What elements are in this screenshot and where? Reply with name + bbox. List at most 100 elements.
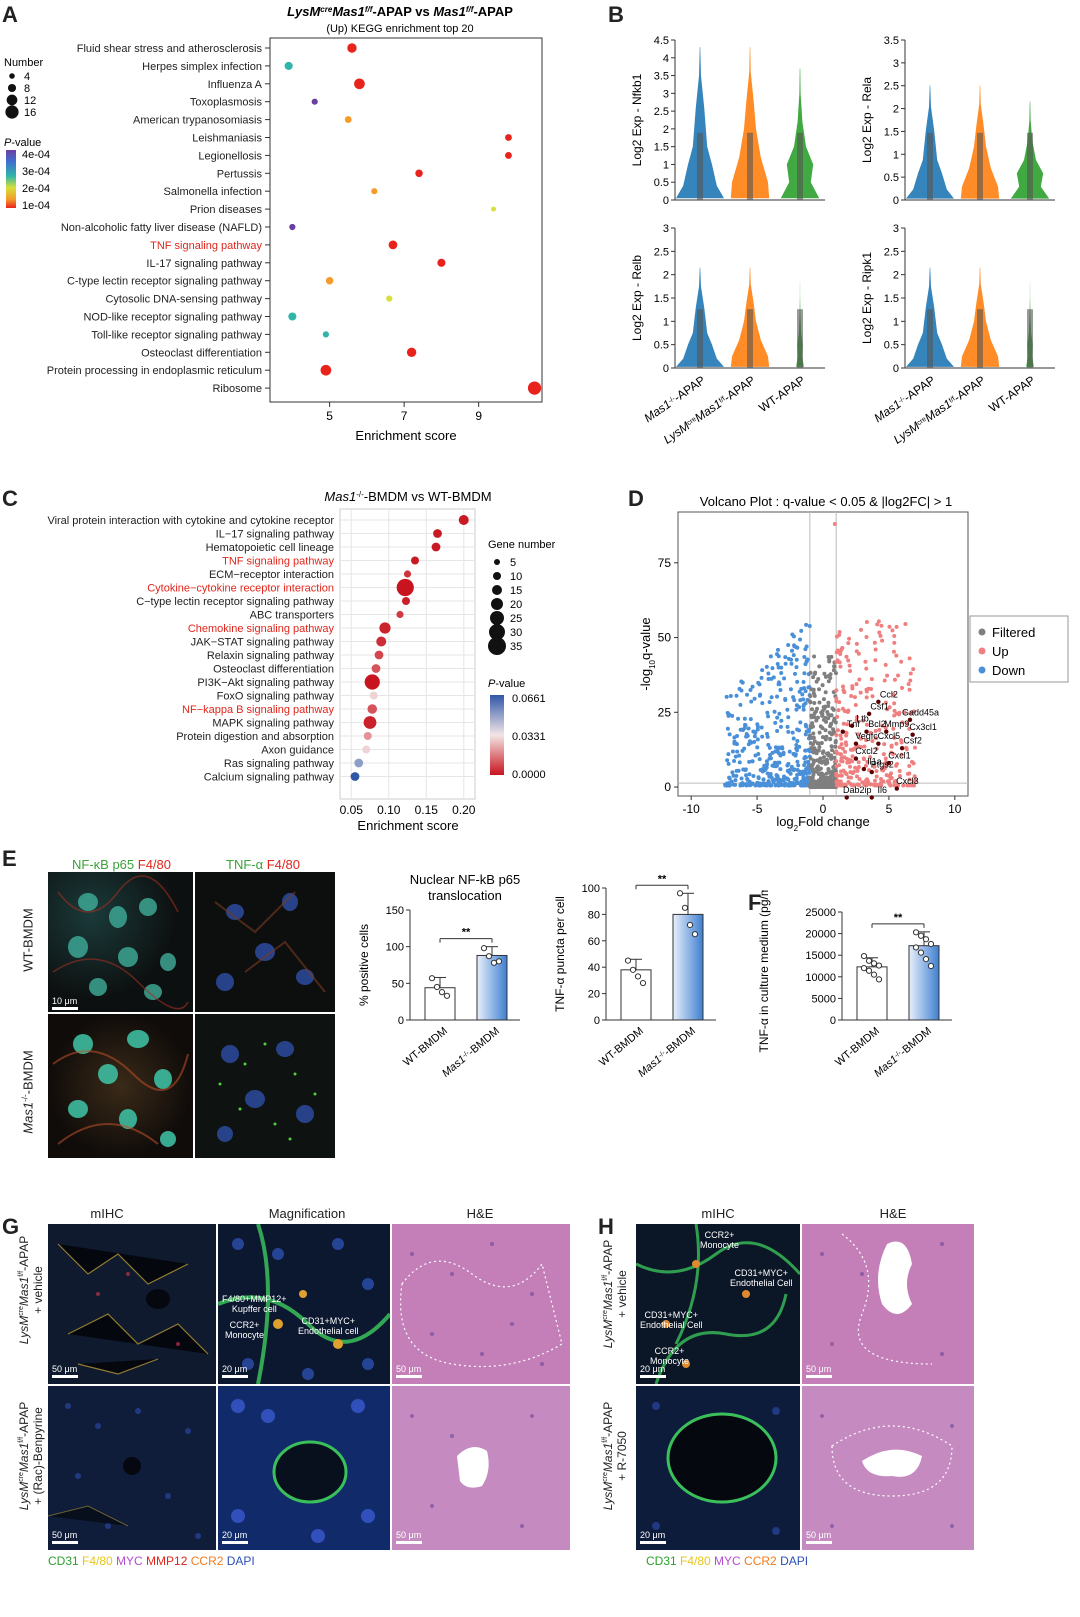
bar-category-label: Mas1-/--BMDM xyxy=(872,1025,934,1080)
volcano-legend-dot xyxy=(978,666,986,674)
volcano-point-up xyxy=(850,754,855,759)
volcano-point-filtered xyxy=(817,687,822,692)
h-scale-4: 50 μm xyxy=(806,1530,832,1544)
volcano-labeled-point xyxy=(884,729,889,734)
volcano-point-down xyxy=(755,724,760,729)
volcano-point-down xyxy=(795,759,800,764)
volcano-point-down xyxy=(786,643,791,648)
bmdm-legend-size-dot xyxy=(489,624,505,640)
volcano-point-up xyxy=(877,727,882,732)
volcano-point-up xyxy=(874,736,879,741)
violin-group-label: LysMcreMas1f/f-APAP xyxy=(661,373,758,447)
bar-dot xyxy=(681,904,689,911)
bmdm-point xyxy=(371,664,381,673)
volcano-point-up xyxy=(907,656,912,661)
volcano-point-down xyxy=(769,783,774,788)
volcano-point-down xyxy=(798,720,803,725)
volcano-point-filtered xyxy=(826,768,831,773)
kegg-category-label: Prion diseases xyxy=(190,204,263,216)
volcano-point-filtered xyxy=(821,717,826,722)
volcano-point-down xyxy=(793,671,798,676)
volcano-point-filtered xyxy=(812,654,817,659)
volcano-point-down xyxy=(752,734,757,739)
volcano-point-up xyxy=(857,777,862,782)
volcano-point-up xyxy=(903,621,908,626)
volcano-point-down xyxy=(750,781,755,786)
bar-significance: ** xyxy=(462,927,471,939)
volcano-point-down xyxy=(771,780,776,785)
volcano-point-down xyxy=(801,679,806,684)
bar-category-label: WT-BMDM xyxy=(833,1025,882,1069)
volcano-point-down xyxy=(785,763,790,768)
bmdm-legend-size-label: 20 xyxy=(510,599,522,611)
volcano-labeled-point xyxy=(844,795,849,800)
volcano-point-down xyxy=(776,778,781,783)
kegg-point xyxy=(354,78,365,90)
bar-ytick: 25000 xyxy=(805,907,836,919)
volcano-point-up xyxy=(838,779,843,784)
volcano-point-filtered xyxy=(809,784,814,789)
bar-dot xyxy=(927,962,935,970)
volcano-point-up xyxy=(883,756,888,761)
kegg-category-label: Legionellosis xyxy=(198,150,262,162)
g-scale-5: 20 μm xyxy=(222,1530,248,1544)
violin-box xyxy=(927,132,933,200)
volcano-point-up xyxy=(882,678,887,683)
kegg-point xyxy=(284,61,293,70)
volcano-point-up xyxy=(835,783,840,788)
volcano-point-filtered xyxy=(817,745,822,750)
volcano-point-up xyxy=(877,630,882,635)
volcano-point-filtered xyxy=(826,655,831,660)
violin-ytick: 2.5 xyxy=(654,106,669,118)
bmdm-xtick: 0.15 xyxy=(415,803,439,817)
bmdm-category-label: Cytokine−cytokine receptor interaction xyxy=(147,583,334,595)
e-row-label-top: WT-BMDM xyxy=(20,908,36,972)
e-micro-ko-tnf xyxy=(195,1014,335,1158)
bar-dot xyxy=(624,957,632,964)
bar-dot xyxy=(634,973,642,980)
violin-ytick: 2.5 xyxy=(654,246,669,258)
g-callout-monocyte: CCR2+ Monocyte xyxy=(225,1320,265,1340)
volcano-point-down xyxy=(767,745,772,750)
volcano-point-filtered xyxy=(810,742,815,747)
kegg-point xyxy=(491,206,497,212)
volcano-gene-label: Dab2ip xyxy=(843,785,872,795)
volcano-point-filtered xyxy=(820,779,825,784)
bar-ytick: 10000 xyxy=(805,972,836,984)
volcano-point-filtered xyxy=(830,706,835,711)
bmdm-category-label: Relaxin signaling pathway xyxy=(207,650,335,662)
bmdm-legend-size-dot xyxy=(492,585,502,595)
volcano-point-down xyxy=(756,751,761,756)
bmdm-point xyxy=(363,716,377,729)
volcano-point-down xyxy=(775,760,780,765)
kegg-point xyxy=(289,223,296,231)
bar-ytick: 15000 xyxy=(805,950,836,962)
violin-ytick: 3.5 xyxy=(654,71,669,83)
volcano-point-up xyxy=(868,755,873,760)
violin-box xyxy=(1027,309,1033,368)
volcano-point-filtered xyxy=(807,699,812,704)
volcano-point-down xyxy=(758,692,763,697)
volcano-ytick: 25 xyxy=(658,705,672,719)
volcano-point-up xyxy=(911,761,916,766)
volcano-point-up xyxy=(861,756,866,761)
volcano-point-down xyxy=(803,662,808,667)
volcano-xtick: 5 xyxy=(886,802,893,816)
bar-dot xyxy=(917,949,925,956)
bmdm-point xyxy=(369,691,378,700)
volcano-point-up xyxy=(840,706,845,711)
stain-label: CCR2 xyxy=(187,1554,224,1568)
volcano-point-filtered xyxy=(810,749,815,754)
bmdm-category-label: Hematopoietic cell lineage xyxy=(206,542,334,554)
bmdm-title: Mas1-/--BMDM vs WT-BMDM xyxy=(324,489,491,504)
volcano-point-filtered xyxy=(825,709,830,714)
kegg-point xyxy=(505,151,512,159)
kegg-legend-size-label: 4 xyxy=(24,71,30,83)
bmdm-category-label: Axon guidance xyxy=(261,745,334,757)
volcano-point-filtered xyxy=(808,670,813,675)
volcano-point-filtered xyxy=(826,751,831,756)
volcano-point-down xyxy=(736,716,741,721)
volcano-gene-label: Bcl2 xyxy=(868,719,886,729)
volcano-point-down xyxy=(740,727,745,732)
volcano-point-down xyxy=(732,739,737,744)
